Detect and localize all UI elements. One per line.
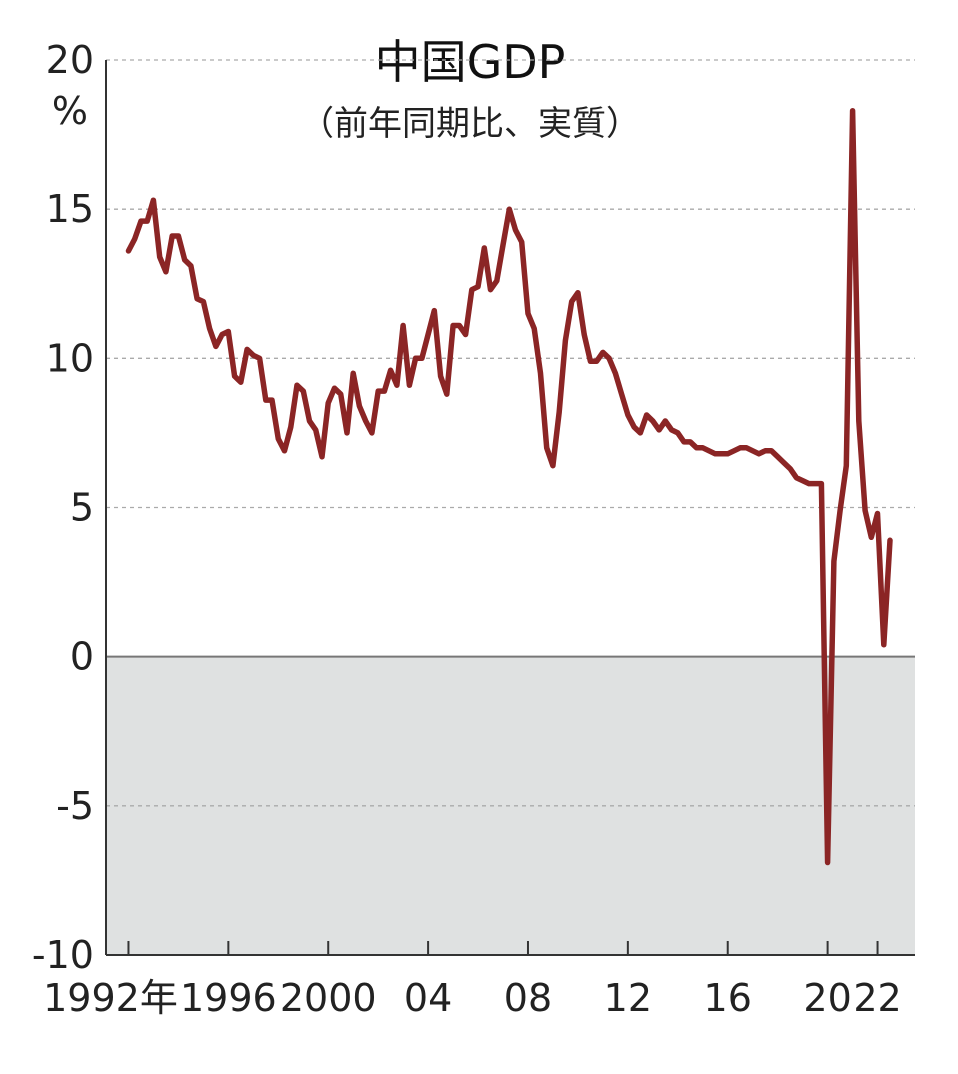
- y-tick-label: 0: [70, 635, 94, 679]
- data-line: [125, 107, 893, 866]
- x-tick-label: 2000: [280, 976, 377, 1020]
- y-tick-label: 15: [46, 187, 94, 231]
- y-unit: %: [52, 89, 88, 133]
- x-tick-label: 20: [803, 976, 851, 1020]
- x-tick-label: 12: [604, 976, 652, 1020]
- x-tick-label: 22: [853, 976, 901, 1020]
- y-tick-label: 20: [46, 38, 94, 82]
- x-tick-label: 16: [704, 976, 752, 1020]
- x-tick-label: 1992年: [43, 976, 178, 1020]
- x-tick-label: 04: [404, 976, 452, 1020]
- y-tick-label: 10: [46, 336, 94, 380]
- y-tick-label: 5: [70, 486, 94, 530]
- x-tick-label: 08: [504, 976, 552, 1020]
- chart-subtitle: （前年同期比、実質）: [300, 104, 640, 144]
- y-tick-label: -5: [56, 784, 94, 828]
- y-tick-label: -10: [32, 933, 94, 977]
- chart-title: 中国GDP: [375, 35, 566, 89]
- x-tick-label: 1996: [180, 976, 277, 1020]
